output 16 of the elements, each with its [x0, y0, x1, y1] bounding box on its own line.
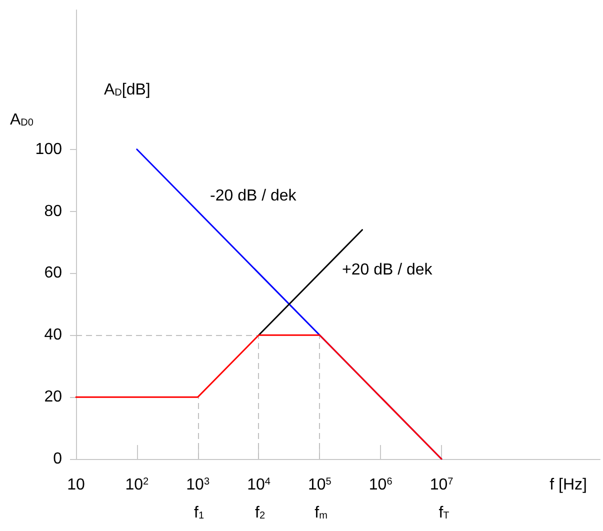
annotation: +20 dB / dek	[342, 262, 434, 278]
text: fm	[314, 504, 328, 522]
text: f1	[194, 504, 204, 522]
y-tick-label: 40	[44, 326, 62, 344]
y-tick-label: 100	[35, 140, 62, 158]
y-tick-label: 60	[44, 264, 62, 282]
text: AD0	[10, 112, 34, 128]
y-tick-label: 80	[44, 202, 62, 220]
text: fT	[438, 504, 450, 522]
text: f2	[254, 504, 266, 522]
annotation: -20 dB / dek	[210, 188, 298, 204]
x-tick-label: 10	[67, 476, 85, 494]
x-axis-title: f [Hz]	[550, 476, 587, 494]
y-axis-title: AD[dB]	[104, 82, 150, 98]
y-tick-label: 0	[53, 450, 62, 468]
y-tick-label: 20	[44, 388, 62, 406]
